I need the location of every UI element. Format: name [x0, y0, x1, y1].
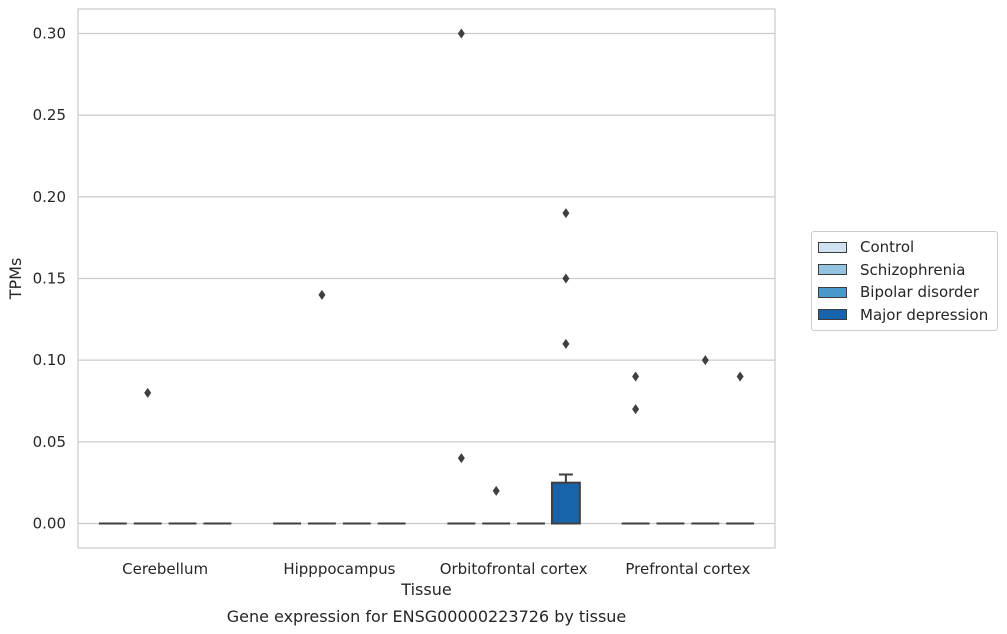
y-tick-label: 0.05	[33, 433, 66, 451]
legend-item: Major depression	[812, 304, 997, 327]
y-tick-label: 0.30	[33, 25, 66, 43]
x-axis-label: Tissue	[400, 580, 451, 599]
gridlines	[78, 32, 775, 525]
box-major-depression	[726, 371, 755, 525]
y-axis-ticks: 0.00 0.05 0.10 0.15 0.20 0.25 0.30	[33, 25, 66, 533]
outlier-point	[632, 404, 640, 415]
y-tick-label: 0.20	[33, 188, 66, 206]
legend-swatch	[818, 286, 847, 298]
outlier-point	[318, 289, 326, 300]
box-control	[447, 28, 476, 525]
outlier-point	[562, 208, 570, 219]
box-schizophrenia	[482, 485, 511, 525]
legend-item: Control	[812, 236, 997, 259]
outlier-point	[457, 28, 465, 39]
legend-item: Bipolar disorder	[812, 281, 997, 304]
outlier-point	[736, 371, 744, 382]
outlier-point	[632, 371, 640, 382]
box-schizophrenia	[308, 289, 336, 525]
y-tick-label: 0.25	[33, 106, 66, 124]
x-tick-label: Orbitofrontal cortex	[440, 560, 588, 578]
legend-swatch	[818, 264, 847, 276]
y-tick-label: 0.15	[33, 270, 66, 288]
outlier-point	[562, 338, 570, 349]
box-series	[98, 28, 755, 525]
box-major-depression	[550, 208, 581, 525]
outlier-point	[457, 453, 465, 464]
outlier-point	[562, 273, 570, 284]
legend-label: Control	[860, 238, 915, 257]
legend-label: Bipolar disorder	[860, 283, 979, 302]
box-schizophrenia	[133, 387, 162, 525]
outlier-point	[701, 355, 709, 366]
box-bipolar-disorder	[691, 355, 720, 525]
legend: Control Schizophrenia Bipolar disorder Majo…	[811, 231, 998, 331]
legend-swatch	[818, 309, 847, 321]
plot-frame	[77, 8, 776, 549]
legend-swatch	[818, 241, 847, 253]
outlier-point	[492, 485, 500, 496]
legend-label: Major depression	[860, 305, 989, 324]
legend-item: Schizophrenia	[812, 259, 997, 282]
y-axis-label: TPMs	[6, 258, 25, 301]
legend-label: Schizophrenia	[860, 260, 966, 279]
chart-caption: Gene expression for ENSG00000223726 by t…	[227, 607, 627, 626]
outlier-point	[144, 387, 152, 398]
x-axis-ticks: Cerebellum Hipppocampus Orbitofrontal cort…	[122, 560, 750, 578]
x-tick-label: Hipppocampus	[283, 560, 395, 578]
x-tick-label: Cerebellum	[122, 560, 208, 578]
box-control	[621, 371, 650, 525]
x-tick-label: Prefrontal cortex	[625, 560, 750, 578]
y-tick-label: 0.10	[33, 351, 66, 369]
y-tick-label: 0.00	[33, 515, 66, 533]
